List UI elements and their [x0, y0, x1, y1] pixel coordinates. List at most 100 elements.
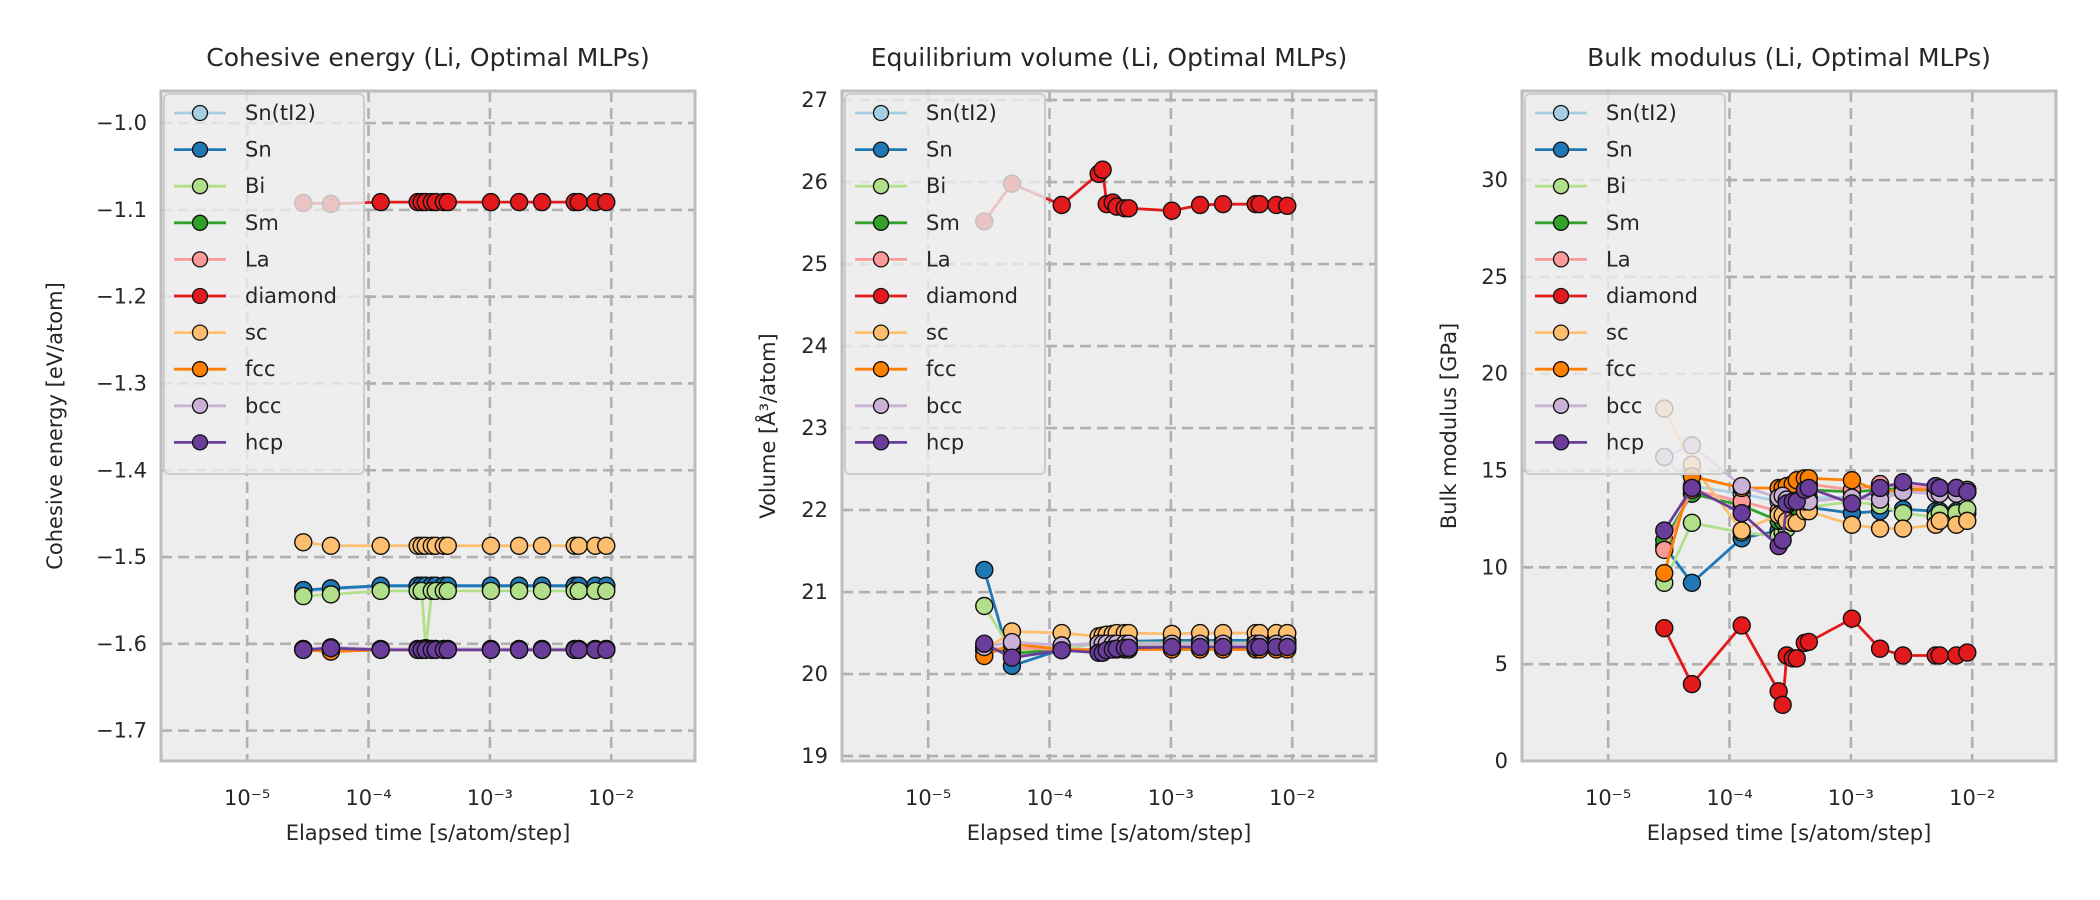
- data-point: [1799, 478, 1818, 498]
- y-tick-label: 20: [1481, 362, 1508, 386]
- y-tick-label: 24: [801, 334, 828, 358]
- legend-item: hcp: [855, 430, 964, 454]
- x-tick-label: 10⁻²: [1269, 786, 1315, 810]
- data-point: [509, 581, 529, 601]
- legend-item: Sn(tI2): [1535, 101, 1677, 125]
- data-point: [1655, 618, 1674, 638]
- y-tick-label: 10: [1481, 555, 1508, 579]
- data-point: [1842, 471, 1862, 490]
- data-point: [1958, 511, 1977, 531]
- legend-marker: [1552, 251, 1570, 268]
- x-axis-label: Elapsed time [s/atom/step]: [286, 821, 571, 845]
- legend-item: La: [174, 247, 270, 271]
- data-point: [532, 581, 552, 601]
- legend-label: Sn: [245, 138, 272, 162]
- legend-item: Bi: [855, 174, 946, 198]
- data-point: [1655, 521, 1674, 540]
- panel-title: Bulk modulus (Li, Optimal MLPs): [1587, 43, 1991, 72]
- data-point: [509, 192, 529, 212]
- y-tick-label: 25: [1481, 265, 1508, 289]
- y-tick-label: 19: [801, 744, 828, 768]
- legend-item: La: [855, 247, 951, 271]
- legend-marker: [191, 287, 209, 305]
- legend-label: Bi: [1606, 174, 1626, 198]
- legend-label: sc: [1606, 321, 1629, 345]
- legend: Sn(tI2) Sn Bi Sm La diamond sc fcc bcc hcp: [163, 93, 365, 475]
- y-axis-label: Volume [Å³/atom]: [754, 333, 780, 518]
- legend-marker: [872, 251, 890, 268]
- axes-frame: [1520, 89, 2058, 763]
- legend-item: diamond: [174, 284, 337, 308]
- legend-label: La: [245, 247, 270, 271]
- data-point: [1250, 194, 1269, 214]
- x-tick-label: 10⁻⁴: [345, 786, 391, 810]
- data-point: [1655, 563, 1674, 583]
- legend-marker: [191, 141, 209, 158]
- legend-label: fcc: [1606, 357, 1637, 381]
- series-diamond: [294, 192, 616, 214]
- y-tick-label: 15: [1481, 459, 1508, 483]
- legend-marker: [872, 397, 890, 414]
- x-tick-label: 10⁻⁴: [1706, 786, 1752, 810]
- y-tick-label: −1.0: [96, 111, 147, 135]
- legend-marker: [191, 361, 209, 378]
- data-point: [1842, 494, 1862, 513]
- x-axis-label: Elapsed time [s/atom/step]: [1647, 821, 1932, 845]
- legend-label: bcc: [245, 394, 281, 418]
- legend-marker: [1552, 178, 1570, 195]
- legend-item: Sn: [1535, 138, 1633, 162]
- x-tick-label: 10⁻³: [1148, 786, 1194, 810]
- legend-marker: [1552, 141, 1570, 158]
- legend-marker: [191, 178, 209, 195]
- legend-item: sc: [1535, 321, 1629, 345]
- series-diamond: [975, 160, 1297, 231]
- legend-item: Sn(tI2): [855, 101, 997, 125]
- legend-label: Sn: [926, 138, 953, 162]
- y-tick-label: −1.3: [96, 371, 147, 395]
- legend-label: fcc: [926, 357, 957, 381]
- legend-label: diamond: [926, 284, 1018, 308]
- legend-marker: [191, 104, 209, 122]
- x-tick-label: 10⁻³: [1828, 786, 1874, 810]
- legend-label: diamond: [1606, 284, 1698, 308]
- legend-label: bcc: [1606, 394, 1642, 418]
- legend-label: hcp: [926, 430, 964, 454]
- data-point: [1893, 503, 1913, 523]
- legend-marker: [872, 324, 890, 341]
- data-point: [321, 585, 341, 604]
- data-point: [569, 192, 588, 212]
- legend-label: hcp: [1606, 430, 1644, 454]
- legend-item: Sn: [174, 138, 272, 162]
- y-axis-label: Bulk modulus [GPa]: [1437, 323, 1461, 529]
- data-point: [1842, 515, 1862, 534]
- data-point: [597, 536, 616, 555]
- data-point: [371, 640, 390, 660]
- y-tick-label: 30: [1481, 168, 1508, 192]
- data-point: [294, 586, 313, 606]
- x-tick-label: 10⁻⁵: [1585, 786, 1631, 810]
- data-point: [294, 640, 313, 660]
- data-point: [1732, 476, 1751, 496]
- data-point: [597, 581, 616, 601]
- legend-label: Sn(tI2): [245, 101, 316, 125]
- legend-item: fcc: [174, 357, 276, 381]
- legend-label: Sn(tI2): [1606, 101, 1677, 125]
- x-tick-label: 10⁻⁴: [1026, 786, 1072, 810]
- data-point: [1682, 513, 1702, 533]
- x-tick-label: 10⁻²: [1949, 786, 1995, 810]
- y-tick-label: −1.6: [96, 632, 147, 656]
- legend-item: Bi: [1535, 174, 1626, 198]
- y-tick-label: 27: [801, 88, 828, 112]
- legend-item: sc: [855, 321, 949, 345]
- series-group: [294, 192, 616, 661]
- data-point: [1162, 201, 1182, 220]
- legend-item: diamond: [1535, 284, 1698, 308]
- data-point: [1093, 160, 1112, 179]
- legend-item: Bi: [174, 174, 265, 198]
- data-point: [532, 640, 552, 660]
- legend-marker: [872, 104, 890, 122]
- data-point: [1787, 649, 1806, 668]
- data-point: [1190, 195, 1210, 215]
- legend-box: [163, 93, 365, 475]
